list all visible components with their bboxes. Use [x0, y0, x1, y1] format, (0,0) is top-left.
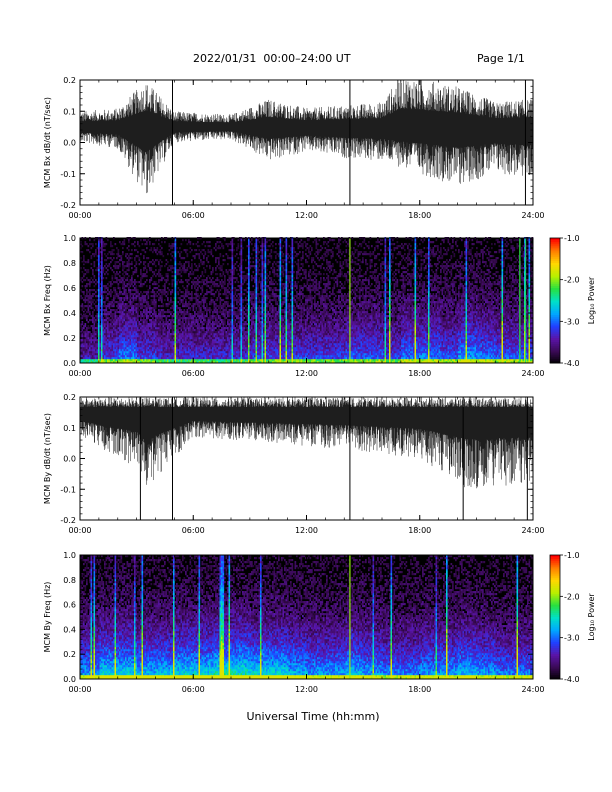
colorbar-label: Log₁₀ Power	[587, 593, 596, 641]
y-tick-label: 0.8	[63, 259, 76, 268]
y-tick-label: 0.2	[63, 393, 76, 402]
bx_dbdt-axes: -0.2 -0.1 0.0 0.1 0.2 00:00 06:00 12:00 18:00 24:…	[43, 76, 545, 220]
y-tick-label: 0.2	[63, 334, 76, 343]
x-tick-label: 24:00	[521, 211, 544, 220]
x-tick-label: 12:00	[295, 685, 318, 694]
x-tick-label: 00:00	[68, 211, 91, 220]
x-tick-label: 24:00	[521, 369, 544, 378]
bx_spec-ylabel: MCM Bx Freq (Hz)	[43, 265, 52, 336]
colorbar-tick-label: -3.0	[564, 317, 580, 326]
y-tick-label: 0.6	[63, 284, 76, 293]
y-tick-label: 0.0	[63, 675, 76, 684]
x-tick-label: 18:00	[408, 526, 431, 535]
bx_dbdt-trace	[80, 75, 533, 193]
x-tick-label: 18:00	[408, 685, 431, 694]
y-tick-label: 0.4	[63, 309, 76, 318]
x-tick-label: 06:00	[182, 369, 205, 378]
x-tick-label: 06:00	[182, 526, 205, 535]
x-tick-label: 12:00	[295, 369, 318, 378]
x-tick-label: 00:00	[68, 369, 91, 378]
x-tick-label: 24:00	[521, 685, 544, 694]
by_spec-colorbar: -1.0 -2.0 -3.0 -4.0 Log₁₀ Power	[550, 551, 596, 684]
colorbar-tick-label: -3.0	[564, 634, 580, 643]
y-tick-label: 0.2	[63, 76, 76, 85]
bx_spec-colorbar: -1.0 -2.0 -3.0 -4.0 Log₁₀ Power	[550, 234, 596, 368]
x-tick-label: 00:00	[68, 685, 91, 694]
colorbar-label: Log₁₀ Power	[587, 276, 596, 324]
y-tick-label: -0.2	[60, 201, 76, 210]
y-tick-label: 0.0	[63, 359, 76, 368]
y-tick-label: 0.1	[63, 107, 76, 116]
y-tick-label: 0.6	[63, 601, 76, 610]
x-tick-label: 18:00	[408, 369, 431, 378]
y-tick-label: 1.0	[63, 234, 76, 243]
by_dbdt-ylabel: MCM By dB/dt (nT/sec)	[43, 413, 52, 504]
y-tick-label: 1.0	[63, 551, 76, 560]
y-tick-label: 0.2	[63, 650, 76, 659]
colorbar-tick-label: -1.0	[564, 234, 580, 243]
y-tick-label: -0.1	[60, 485, 76, 494]
colorbar-tick-label: -2.0	[564, 592, 580, 601]
y-tick-label: 0.4	[63, 625, 76, 634]
colorbar-tick-label: -2.0	[564, 276, 580, 285]
x-tick-label: 00:00	[68, 526, 91, 535]
x-tick-label: 24:00	[521, 526, 544, 535]
x-tick-label: 12:00	[295, 211, 318, 220]
x-tick-label: 06:00	[182, 211, 205, 220]
x-axis-title: Universal Time (hh:mm)	[0, 710, 612, 723]
by_dbdt-trace	[80, 397, 533, 488]
y-tick-label: 0.0	[63, 455, 76, 464]
bx_spec-cells	[80, 237, 533, 363]
x-tick-label: 12:00	[295, 526, 318, 535]
colorbar-tick-label: -1.0	[564, 551, 580, 560]
y-tick-label: 0.8	[63, 576, 76, 585]
y-tick-label: -0.1	[60, 170, 76, 179]
by_spec-cells	[80, 555, 533, 679]
y-tick-label: 0.1	[63, 424, 76, 433]
x-tick-label: 06:00	[182, 685, 205, 694]
colorbar-tick-label: -4.0	[564, 359, 580, 368]
y-tick-label: -0.2	[60, 516, 76, 525]
bx_dbdt-ylabel: MCM Bx dB/dt (nT/sec)	[43, 97, 52, 188]
colorbar-tick-label: -4.0	[564, 675, 580, 684]
by_spec-ylabel: MCM By Freq (Hz)	[43, 582, 52, 653]
y-tick-label: 0.0	[63, 139, 76, 148]
x-tick-label: 18:00	[408, 211, 431, 220]
